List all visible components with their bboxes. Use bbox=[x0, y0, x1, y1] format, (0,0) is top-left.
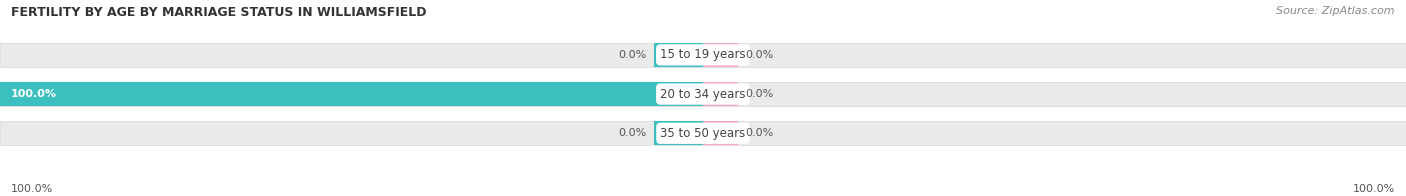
Text: 0.0%: 0.0% bbox=[745, 128, 773, 138]
Text: 100.0%: 100.0% bbox=[1353, 184, 1395, 194]
Bar bbox=[703, 43, 738, 67]
Bar bbox=[0, 82, 1406, 106]
Bar bbox=[654, 43, 703, 67]
Text: 0.0%: 0.0% bbox=[619, 128, 647, 138]
Text: 35 to 50 years: 35 to 50 years bbox=[661, 127, 745, 140]
Text: 15 to 19 years: 15 to 19 years bbox=[661, 48, 745, 61]
Bar bbox=[0, 121, 1406, 145]
Text: 100.0%: 100.0% bbox=[11, 184, 53, 194]
Bar bbox=[654, 121, 703, 145]
Bar bbox=[0, 43, 1406, 67]
Bar bbox=[703, 121, 738, 145]
Text: 0.0%: 0.0% bbox=[619, 50, 647, 60]
Text: Source: ZipAtlas.com: Source: ZipAtlas.com bbox=[1277, 6, 1395, 16]
Bar bbox=[703, 82, 738, 106]
Bar bbox=[0, 82, 703, 106]
Text: 20 to 34 years: 20 to 34 years bbox=[661, 88, 745, 101]
Text: 100.0%: 100.0% bbox=[10, 89, 56, 99]
Text: FERTILITY BY AGE BY MARRIAGE STATUS IN WILLIAMSFIELD: FERTILITY BY AGE BY MARRIAGE STATUS IN W… bbox=[11, 6, 427, 19]
Text: 0.0%: 0.0% bbox=[745, 50, 773, 60]
Text: 0.0%: 0.0% bbox=[745, 89, 773, 99]
